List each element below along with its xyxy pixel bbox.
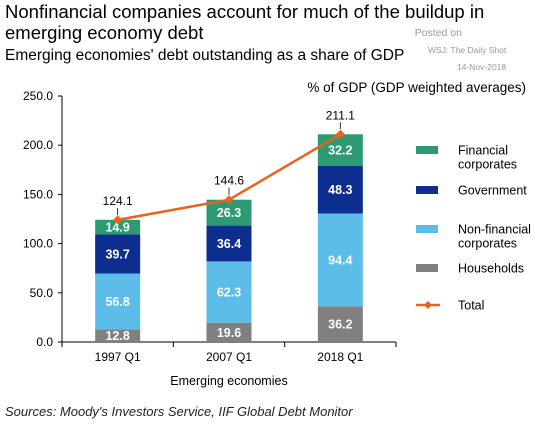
y-tick-label: 150.0 (23, 187, 53, 201)
bar-value-label: 56.8 (105, 295, 129, 309)
watermark-posted-on: Posted on (414, 27, 462, 39)
total-point (113, 215, 123, 225)
bar-segment (317, 134, 363, 166)
bar-value-label: 36.2 (328, 318, 352, 332)
bar-segment (206, 322, 252, 342)
legend-swatch (416, 146, 438, 154)
bar-value-label: 62.3 (217, 286, 241, 300)
bar-segment (317, 306, 363, 342)
y-tick-label: 200.0 (23, 138, 53, 152)
bar-segment (206, 225, 252, 262)
total-value-label: 144.6 (214, 174, 244, 188)
bar-value-label: 14.9 (105, 221, 129, 235)
bar-segment (95, 273, 141, 330)
x-tick-label: 2007 Q1 (206, 350, 252, 364)
total-point (335, 129, 345, 139)
bar-value-label: 36.4 (217, 237, 241, 251)
bar-segment (317, 213, 363, 307)
watermark-date: 14-Nov-2018 (457, 62, 507, 72)
bar-value-label: 19.6 (217, 326, 241, 340)
bar-segment (95, 234, 141, 274)
x-tick-label: 2018 Q1 (317, 350, 363, 364)
bar-segment (95, 219, 141, 235)
legend-swatch (416, 225, 438, 233)
legend-label: Non-financial corporates (458, 223, 531, 251)
bar-value-label: 39.7 (105, 247, 129, 261)
bar-value-label: 12.8 (105, 329, 129, 343)
total-value-label: 124.1 (103, 194, 133, 208)
legend-marker (424, 301, 432, 309)
x-axis-title: Emerging economies (170, 374, 287, 388)
source-note: Sources: Moody's Investors Service, IIF … (5, 404, 353, 419)
bar-value-label: 94.4 (328, 253, 352, 267)
legend-swatch (416, 186, 438, 194)
legend-label: Households (458, 262, 524, 276)
y-tick-label: 0.0 (36, 335, 53, 349)
bar-segment (317, 165, 363, 214)
bar-segment (206, 261, 252, 323)
bar-value-label: 32.2 (328, 144, 352, 158)
legend-swatch (416, 264, 438, 272)
y-tick-label: 50.0 (30, 286, 54, 300)
y-tick-label: 250.0 (23, 89, 53, 103)
chart-title: Nonfinancial companies account for much … (5, 1, 485, 43)
watermark-source: WSJ: The Daily Shot (428, 45, 507, 55)
bar-segment (95, 329, 141, 342)
bar-value-label: 26.3 (217, 206, 241, 220)
y-tick-label: 100.0 (23, 237, 53, 251)
legend-label: Total (458, 299, 484, 313)
x-tick-label: 1997 Q1 (95, 350, 141, 364)
legend-label: Government (458, 184, 527, 198)
total-point (224, 195, 234, 205)
unit-label: % of GDP (GDP weighted averages) (307, 80, 526, 95)
chart-subtitle: Emerging economies' debt outstanding as … (5, 47, 405, 64)
legend-label: Financial corporates (458, 144, 517, 172)
total-value-label: 211.1 (326, 108, 355, 122)
bar-value-label: 48.3 (328, 183, 352, 197)
